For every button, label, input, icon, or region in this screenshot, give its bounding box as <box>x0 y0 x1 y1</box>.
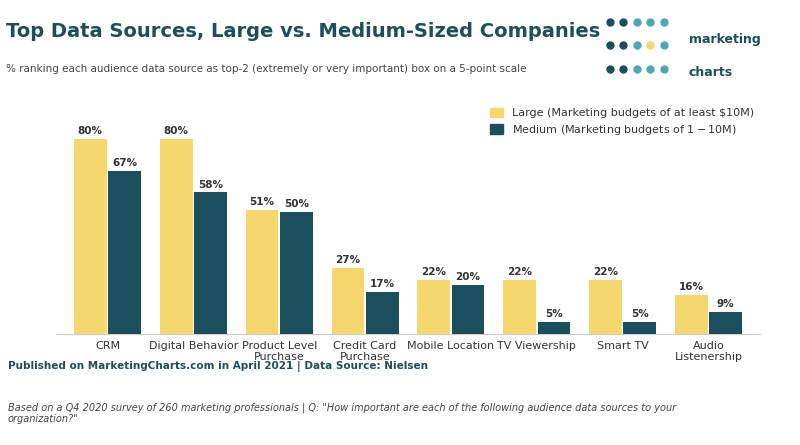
Bar <box>418 280 450 334</box>
Text: 5%: 5% <box>631 309 649 319</box>
Text: 17%: 17% <box>370 279 395 289</box>
Bar <box>160 139 193 334</box>
Text: Published on MarketingCharts.com in April 2021 | Data Source: Nielsen: Published on MarketingCharts.com in Apri… <box>8 361 428 372</box>
Bar <box>503 280 536 334</box>
Text: charts: charts <box>689 66 733 79</box>
Text: Top Data Sources, Large vs. Medium-Sized Companies: Top Data Sources, Large vs. Medium-Sized… <box>6 22 601 41</box>
Text: 80%: 80% <box>164 126 189 136</box>
Text: 16%: 16% <box>679 282 704 292</box>
Bar <box>710 312 742 334</box>
Text: 50%: 50% <box>284 199 309 209</box>
Text: % ranking each audience data source as top-2 (extremely or very important) box o: % ranking each audience data source as t… <box>6 64 526 74</box>
Text: 58%: 58% <box>198 179 223 190</box>
Bar <box>194 193 227 334</box>
Text: 27%: 27% <box>335 255 361 265</box>
Bar <box>589 280 622 334</box>
Text: 9%: 9% <box>717 299 734 309</box>
Text: 51%: 51% <box>250 197 274 206</box>
Text: 80%: 80% <box>78 126 103 136</box>
Bar <box>331 268 364 334</box>
Text: 22%: 22% <box>507 267 532 277</box>
Bar <box>366 292 398 334</box>
Bar <box>108 170 141 334</box>
Text: 22%: 22% <box>593 267 618 277</box>
Text: Based on a Q4 2020 survey of 260 marketing professionals | Q: "How important are: Based on a Q4 2020 survey of 260 marketi… <box>8 402 676 424</box>
Bar <box>538 322 570 334</box>
Text: 67%: 67% <box>112 158 138 168</box>
Bar <box>623 322 656 334</box>
Bar <box>675 295 708 334</box>
Text: 22%: 22% <box>422 267 446 277</box>
Bar <box>246 210 278 334</box>
Text: 5%: 5% <box>545 309 563 319</box>
Text: marketing: marketing <box>689 32 760 45</box>
Bar <box>452 285 485 334</box>
Text: 20%: 20% <box>455 272 481 282</box>
Bar <box>280 212 313 334</box>
Legend: Large (Marketing budgets of at least $10M), Medium (Marketing budgets of $1-$10M: Large (Marketing budgets of at least $10… <box>490 108 754 137</box>
Bar <box>74 139 106 334</box>
